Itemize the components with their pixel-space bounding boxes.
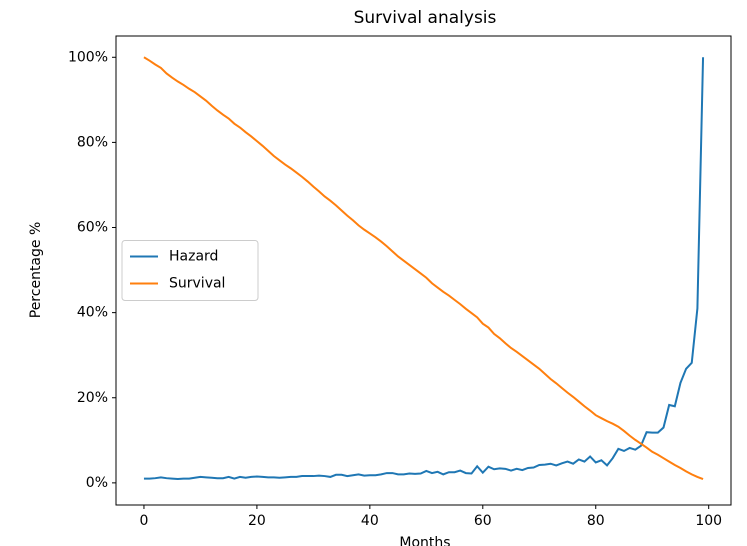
x-tick-label: 20 [248,513,266,529]
x-tick-label: 100 [695,513,722,529]
axes-frame [115,35,732,506]
y-tick-label: 80% [77,134,108,150]
y-tick-label: 20% [77,390,108,406]
y-axis-label: Percentage % [28,222,44,319]
series-line [143,56,704,480]
y-tick-label: 100% [68,49,108,65]
x-axis-label: Months [399,535,450,546]
x-tick-label: 40 [361,513,379,529]
x-tick-label: 60 [474,513,492,529]
y-tick-label: 60% [77,220,108,236]
legend-label: Survival [169,276,225,292]
series-line [143,57,705,481]
x-tick-label: 0 [139,513,148,529]
y-tick-label: 40% [77,305,108,321]
y-tick-label: 0% [86,475,108,491]
x-tick-label: 80 [587,513,605,529]
chart-title: Survival analysis [354,8,497,28]
legend-label: Hazard [169,249,218,265]
legend: Hazard Survival [121,240,259,301]
